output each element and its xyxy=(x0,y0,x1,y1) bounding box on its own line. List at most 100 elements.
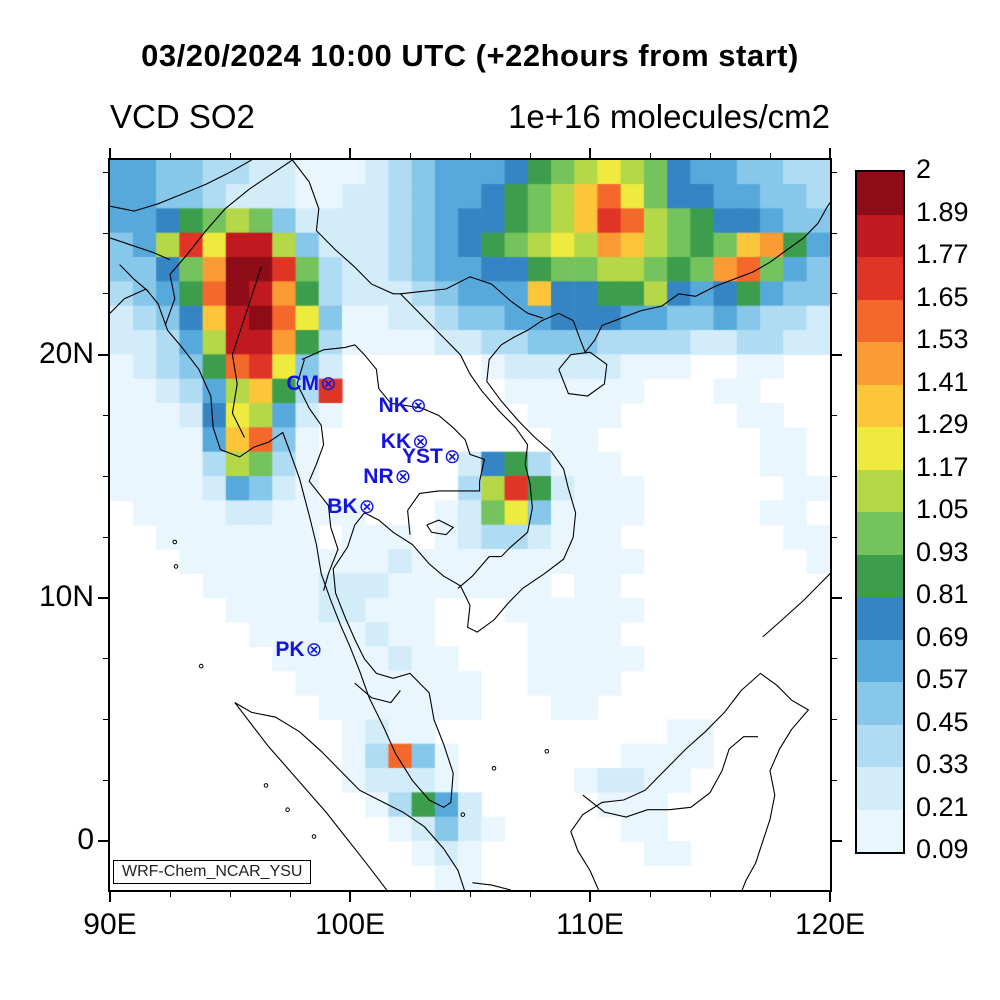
colorbar-segment xyxy=(857,512,903,555)
coastline-path xyxy=(457,483,533,589)
axis-tick xyxy=(649,153,651,160)
station-yst: YST⊗ xyxy=(401,445,461,469)
axis-tick xyxy=(829,890,831,902)
axis-tick xyxy=(103,415,110,416)
axis-tick xyxy=(830,597,842,599)
axis-tick xyxy=(349,890,351,902)
axis-tick xyxy=(103,658,110,660)
coastline-path xyxy=(301,344,486,482)
station-marker-symbol: ⊗ xyxy=(409,395,427,418)
colorbar-segment xyxy=(857,597,903,640)
station-marker-symbol: ⊗ xyxy=(394,466,412,489)
colorbar-tick-label: 0.21 xyxy=(916,791,969,822)
y-axis-tick-label: 0 xyxy=(77,823,94,857)
axis-tick xyxy=(229,890,231,897)
coastline-path xyxy=(234,702,388,890)
colorbar-tick-label: 1.65 xyxy=(916,281,969,312)
axis-tick xyxy=(769,153,771,160)
y-axis-tick-label: 10N xyxy=(38,580,94,613)
station-marker-symbol: ⊗ xyxy=(443,446,461,469)
island-outline xyxy=(263,783,269,788)
axis-tick xyxy=(830,719,837,721)
colorbar-tick-label: 0.69 xyxy=(916,621,969,652)
island-outline xyxy=(544,749,550,754)
colorbar-segment xyxy=(857,257,903,300)
coastline-path xyxy=(110,201,830,808)
axis-tick xyxy=(709,890,711,897)
colorbar-segment xyxy=(857,724,903,767)
axis-tick xyxy=(349,148,351,160)
colorbar-tick-label: 1.53 xyxy=(916,324,969,354)
colorbar-tick-label: 1.29 xyxy=(916,409,969,439)
colorbar xyxy=(855,170,905,854)
axis-tick xyxy=(98,840,110,843)
axis-tick xyxy=(589,148,591,160)
station-label: PK xyxy=(275,637,305,661)
coastline-path xyxy=(354,682,401,704)
colorbar-segment xyxy=(857,342,903,385)
coastline-path xyxy=(407,510,411,535)
axis-tick xyxy=(829,148,831,160)
axis-tick xyxy=(109,148,111,160)
plot-title: 03/20/2024 10:00 UTC (+22hours from star… xyxy=(141,38,799,73)
island-outline xyxy=(491,766,497,771)
colorbar-tick-label: 0.57 xyxy=(916,664,969,694)
colorbar-tick-label: 0.33 xyxy=(916,749,969,779)
station-label: YST xyxy=(401,445,443,469)
station-marker-symbol: ⊗ xyxy=(319,373,337,396)
axis-tick xyxy=(830,475,837,477)
station-bk: BK⊗ xyxy=(327,496,375,519)
colorbar-tick-label: 2 xyxy=(916,154,932,184)
axis-tick xyxy=(529,153,531,160)
island-outline xyxy=(198,663,204,669)
station-pk: PK⊗ xyxy=(275,637,322,661)
axis-tick xyxy=(289,890,291,897)
coastline-path xyxy=(472,882,511,890)
station-kk: KK⊗ xyxy=(381,430,429,453)
y-axis-tick-label: 20N xyxy=(38,336,94,370)
colorbar-tick-label: 0.93 xyxy=(916,536,969,567)
island-outline xyxy=(311,834,317,839)
station-nr: NR⊗ xyxy=(363,465,412,489)
island-outline xyxy=(285,807,290,813)
station-label: NR xyxy=(363,465,394,489)
station-cm: CM⊗ xyxy=(286,373,337,396)
coastline-path xyxy=(164,160,293,326)
coastline-path xyxy=(762,572,830,638)
colorbar-segment xyxy=(857,809,903,852)
axis-tick xyxy=(649,890,651,897)
x-axis-tick-label: 90E xyxy=(83,908,137,941)
coastline-path xyxy=(582,736,758,818)
axis-tick xyxy=(103,780,110,781)
colorbar-tick-label: 0.45 xyxy=(916,706,969,737)
coastline-path xyxy=(570,672,810,890)
coastline-layer xyxy=(110,160,830,890)
axis-tick xyxy=(830,415,837,416)
axis-tick xyxy=(830,780,837,781)
colorbar-tick-label: 1.05 xyxy=(916,494,969,524)
axis-tick xyxy=(103,171,110,173)
colorbar-segment xyxy=(857,384,903,427)
axis-tick xyxy=(98,597,110,599)
axis-tick xyxy=(830,293,837,295)
axis-tick xyxy=(589,890,591,902)
station-markers-layer: CM⊗ NK⊗ KK⊗ YST⊗ NR⊗ BK⊗ PK⊗ xyxy=(110,160,830,890)
axis-tick xyxy=(109,890,111,902)
island-outline xyxy=(460,812,466,817)
colorbar-segment xyxy=(857,767,903,810)
axis-tick xyxy=(469,153,471,160)
coastline-path xyxy=(110,160,252,212)
coastline-path xyxy=(234,702,465,890)
station-marker-symbol: ⊗ xyxy=(412,430,429,453)
colorbar-segment xyxy=(857,172,903,215)
axis-tick xyxy=(103,293,110,295)
coastline-path xyxy=(110,237,171,261)
axis-tick xyxy=(409,890,411,897)
coastline-path xyxy=(119,264,149,292)
colorbar-segment xyxy=(857,299,903,342)
axis-tick xyxy=(469,890,471,897)
colorbar-tick-label: 1.17 xyxy=(916,451,969,482)
axis-tick xyxy=(229,153,231,160)
axis-tick xyxy=(529,890,531,897)
